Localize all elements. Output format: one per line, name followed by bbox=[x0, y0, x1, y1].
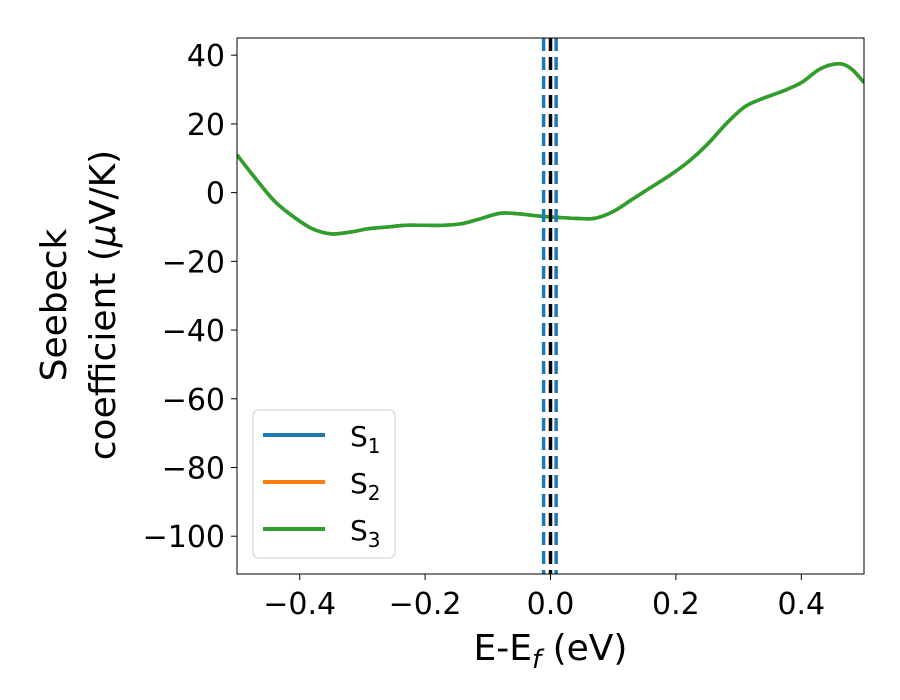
y-tick-label: −60 bbox=[162, 383, 225, 418]
x-tick-label: 0.4 bbox=[777, 587, 825, 622]
series-layer bbox=[237, 62, 864, 236]
y-axis-label-line1: Seebeck bbox=[34, 228, 75, 381]
plot-area bbox=[237, 38, 864, 574]
y-tick-label: 20 bbox=[187, 108, 225, 143]
legend-label-s3-main: S bbox=[350, 514, 368, 547]
y-axis-label: Seebeck coefficient (μV/K) bbox=[34, 150, 124, 460]
vertical-lines-layer bbox=[541, 38, 558, 574]
y-axis-label-line2-post: V/K) bbox=[83, 150, 124, 224]
y-tick-label: −20 bbox=[162, 245, 225, 280]
x-tick-label: 0.2 bbox=[652, 587, 700, 622]
series-line-s2 bbox=[237, 62, 864, 236]
legend-label-s1-main: S bbox=[350, 420, 368, 453]
x-axis-ticks: −0.4 −0.2 0.0 0.2 0.4 bbox=[263, 574, 825, 622]
legend-label-s1-sub: 1 bbox=[368, 434, 381, 458]
x-axis-label: E-Ef (eV) bbox=[474, 628, 628, 675]
legend-label-s1: S1 bbox=[350, 420, 381, 458]
y-axis-label-line2-pre: coefficient ( bbox=[83, 247, 124, 460]
y-axis-label-line2: coefficient (μV/K) bbox=[83, 150, 124, 460]
x-axis-label-main: E-E bbox=[474, 628, 532, 669]
y-tick-label: 40 bbox=[187, 39, 225, 74]
y-tick-label: −100 bbox=[143, 520, 225, 555]
y-tick-label: 0 bbox=[206, 177, 225, 212]
x-axis-label-unit: (eV) bbox=[541, 628, 627, 669]
x-tick-label: −0.2 bbox=[389, 587, 462, 622]
y-tick-label: −80 bbox=[162, 451, 225, 486]
x-tick-label: 0.0 bbox=[527, 587, 575, 622]
legend-label-s2-main: S bbox=[350, 467, 368, 500]
legend-label-s2: S2 bbox=[350, 467, 381, 505]
legend: S1 S2 S3 bbox=[252, 409, 396, 559]
legend-label-s3-sub: 3 bbox=[368, 528, 381, 552]
plot-frame bbox=[236, 37, 865, 575]
y-tick-label: −40 bbox=[162, 314, 225, 349]
y-axis-ticks: 40 20 0 −20 −40 −60 −80 −100 bbox=[143, 39, 237, 555]
series-line-s1 bbox=[237, 62, 864, 236]
series-line-s3 bbox=[237, 62, 864, 236]
y-axis-label-mu: μ bbox=[83, 224, 124, 248]
legend-label-s3: S3 bbox=[350, 514, 381, 552]
legend-label-s2-sub: 2 bbox=[368, 481, 381, 505]
x-tick-label: −0.4 bbox=[263, 587, 336, 622]
